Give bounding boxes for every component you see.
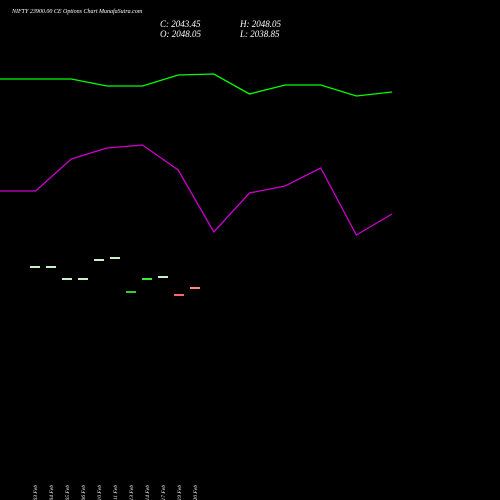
x-tick-label: 17 Feb xyxy=(161,485,167,500)
x-tick-label: 11 Feb xyxy=(113,485,119,500)
series-line xyxy=(0,73,393,97)
candle xyxy=(30,266,40,268)
x-tick-label: 06 Feb xyxy=(81,485,87,500)
candle xyxy=(174,294,184,296)
x-tick-label: 19 Feb xyxy=(177,485,183,500)
candle xyxy=(94,259,104,261)
x-tick-label: 20 Feb xyxy=(193,485,199,500)
candle xyxy=(158,276,168,278)
chart-title: NIFTY 23900.00 CE Options Chart MunafaSu… xyxy=(11,8,143,15)
close-label: C: 2043.45 xyxy=(160,19,201,29)
x-tick-label: 10 Feb xyxy=(97,485,103,500)
x-tick-label: 14 Feb xyxy=(144,485,151,500)
series-line xyxy=(0,144,393,236)
high-label: H: 2048.05 xyxy=(239,19,281,29)
candle xyxy=(110,257,120,259)
candle xyxy=(126,291,136,293)
x-tick-label: 13 Feb xyxy=(129,485,135,500)
x-tick-label: 05 Feb xyxy=(65,485,71,500)
low-label: L: 2038.85 xyxy=(239,29,280,39)
candle xyxy=(62,278,72,280)
open-label: O: 2048.05 xyxy=(160,29,201,39)
x-tick-label: 03 Feb xyxy=(33,485,39,500)
candle xyxy=(190,287,200,289)
candle xyxy=(142,278,152,280)
x-tick-label: 04 Feb xyxy=(48,485,55,500)
candle xyxy=(46,266,56,268)
candle xyxy=(78,278,88,280)
